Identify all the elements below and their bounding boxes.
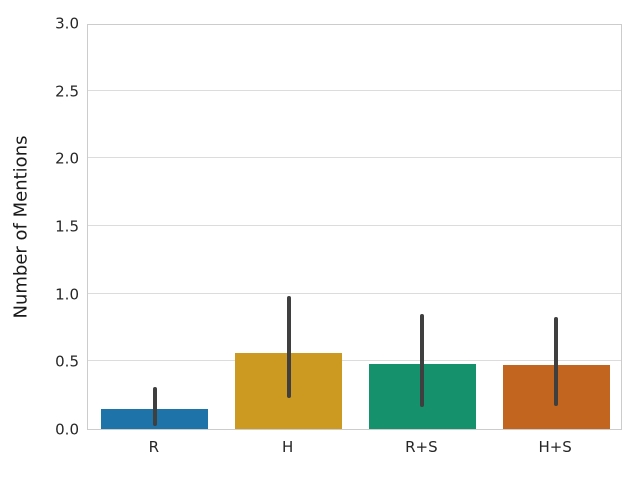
y-tick-label: 2.0 [55, 149, 79, 168]
error-bar-R+S [420, 313, 425, 408]
x-tick-label-H+S: H+S [538, 438, 572, 456]
gridline [88, 360, 621, 362]
x-tick-label-H: H [281, 438, 294, 456]
y-tick-label: 0.5 [55, 352, 79, 371]
y-tick-label: 1.5 [55, 217, 79, 236]
gridline [88, 89, 621, 91]
y-tick-label: 0.0 [55, 420, 79, 439]
error-bar-R [152, 387, 157, 427]
y-tick-label: 1.0 [55, 285, 79, 304]
x-tick-label-R: R [148, 438, 160, 456]
gridline [88, 292, 621, 294]
error-bar-H [286, 296, 291, 398]
y-tick-label: 3.0 [55, 14, 79, 33]
gridline [88, 157, 621, 159]
plot-area [87, 24, 622, 430]
gridline [88, 225, 621, 226]
y-axis-label: Number of Mentions [10, 135, 32, 319]
error-bar-H+S [554, 316, 559, 406]
y-tick-label: 2.5 [55, 82, 79, 101]
x-tick-label-R+S: R+S [405, 438, 438, 456]
